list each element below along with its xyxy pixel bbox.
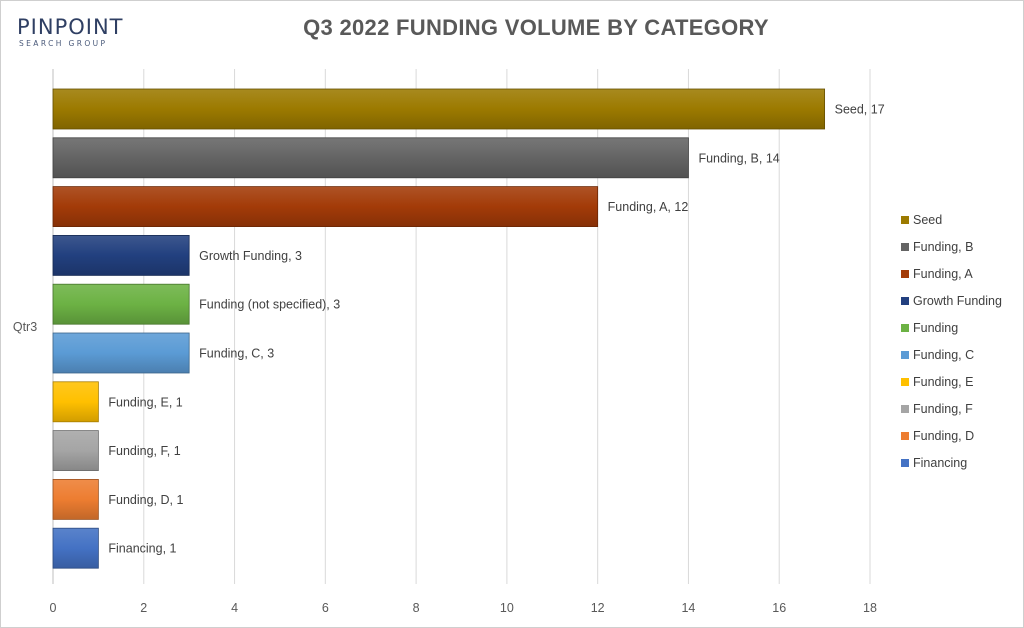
data-label: Funding, A, 12 [608, 200, 689, 214]
category-label: Qtr3 [13, 320, 37, 334]
legend-item: Funding, B [901, 233, 1021, 260]
x-tick-label: 18 [863, 601, 877, 615]
legend-label: Funding, E [913, 374, 974, 389]
bar-funding-c [52, 332, 190, 374]
data-label: Financing, 1 [108, 542, 176, 556]
x-tick-label: 4 [231, 601, 238, 615]
legend-swatch [901, 404, 909, 413]
legend-item: Funding, C [901, 341, 1021, 368]
legend-swatch [901, 215, 909, 224]
bar-seed [52, 88, 826, 130]
data-label: Funding, B, 14 [698, 151, 779, 165]
data-label: Funding, F, 1 [108, 444, 180, 458]
x-tick-label: 6 [322, 601, 329, 615]
bar-funding-a [52, 186, 599, 228]
legend-swatch [901, 377, 909, 386]
legend-label: Funding [913, 320, 959, 335]
bar-funding-d [52, 478, 99, 520]
legend-item: Funding, A [901, 260, 1021, 287]
data-label: Funding, D, 1 [108, 493, 183, 507]
chart-legend: Seed Funding, B Funding, A Growth Funding Fu… [901, 206, 1021, 476]
legend-item: Growth Funding [901, 287, 1021, 314]
legend-item: Funding, F [901, 395, 1021, 422]
legend-swatch [901, 350, 909, 359]
data-label: Funding, C, 3 [199, 347, 274, 361]
x-tick-label: 12 [591, 601, 605, 615]
legend-label: Growth Funding [913, 293, 1002, 308]
x-tick-label: 16 [772, 601, 786, 615]
legend-swatch [901, 296, 909, 305]
logo-sub-text: SEARCH GROUP [19, 39, 108, 48]
data-label: Funding (not specified), 3 [199, 298, 340, 312]
legend-label: Funding, A [913, 266, 973, 281]
legend-swatch [901, 269, 909, 278]
legend-swatch [901, 242, 909, 251]
bar-funding-f [52, 430, 99, 472]
legend-item: Funding [901, 314, 1021, 341]
bar-funding [52, 283, 190, 325]
data-label: Seed, 17 [835, 103, 885, 117]
chart-title: Q3 2022 FUNDING VOLUME BY CATEGORY [303, 15, 769, 40]
x-tick-label: 10 [500, 601, 514, 615]
legend-label: Funding, C [913, 347, 975, 362]
data-label: Growth Funding, 3 [199, 249, 302, 263]
bar-growth-funding [52, 234, 190, 276]
bar-financing [52, 527, 99, 569]
legend-item: Seed [901, 206, 1021, 233]
legend-label: Financing [913, 455, 968, 470]
legend-label: Funding, D [913, 428, 975, 443]
bar-funding-e [52, 381, 99, 423]
data-label: Funding, E, 1 [108, 395, 182, 409]
pinpoint-logo: PINPOINT SEARCH GROUP [17, 15, 127, 49]
legend-swatch [901, 458, 909, 467]
x-tick-label: 14 [681, 601, 695, 615]
legend-item: Financing [901, 449, 1021, 476]
legend-swatch [901, 431, 909, 440]
legend-item: Funding, E [901, 368, 1021, 395]
legend-label: Seed [913, 212, 943, 227]
legend-label: Funding, B [913, 239, 974, 254]
x-tick-label: 8 [413, 601, 420, 615]
x-tick-label: 2 [140, 601, 147, 615]
x-tick-label: 0 [50, 601, 57, 615]
legend-label: Funding, F [913, 401, 973, 416]
legend-swatch [901, 323, 909, 332]
legend-item: Funding, D [901, 422, 1021, 449]
bar-funding-b [52, 137, 689, 179]
logo-main-text: PINPOINT [17, 15, 124, 39]
